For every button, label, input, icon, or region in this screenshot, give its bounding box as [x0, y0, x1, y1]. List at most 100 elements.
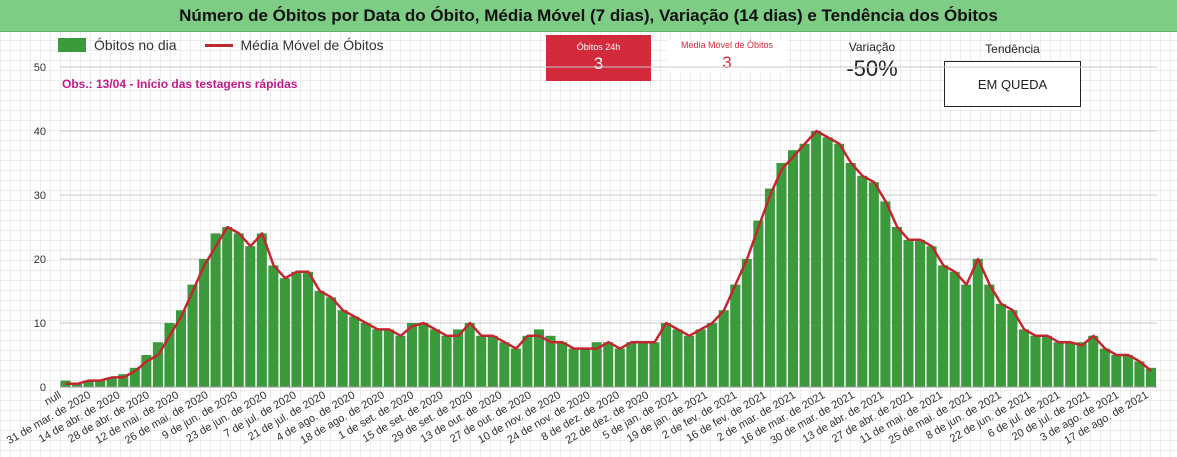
- bar: [337, 310, 348, 387]
- bar: [972, 259, 983, 387]
- bar: [522, 335, 533, 387]
- bar: [152, 342, 163, 387]
- bar: [141, 355, 152, 387]
- bar: [672, 329, 683, 387]
- bar: [533, 329, 544, 387]
- bar: [891, 227, 902, 387]
- bar: [811, 131, 822, 387]
- bar: [834, 143, 845, 387]
- chart-title: Número de Óbitos por Data do Óbito, Médi…: [0, 0, 1177, 32]
- bar: [1122, 355, 1133, 387]
- moving-average-line: [65, 129, 1153, 386]
- bar: [441, 335, 452, 387]
- bar: [1030, 335, 1041, 387]
- bar: [626, 342, 637, 387]
- bar: [60, 380, 71, 387]
- bar: [684, 335, 695, 387]
- kpi-trend-value: EM QUEDA: [944, 61, 1081, 107]
- bar: [210, 233, 221, 387]
- bar: [279, 278, 290, 387]
- bar: [938, 265, 949, 387]
- bar: [372, 329, 383, 387]
- kpi-trend-label: Tendência: [985, 42, 1040, 56]
- bar: [1042, 335, 1053, 387]
- bar: [268, 265, 279, 387]
- bar: [1076, 342, 1087, 387]
- y-tick-label: 50: [34, 62, 46, 74]
- bar: [383, 329, 394, 387]
- bar: [464, 323, 475, 387]
- bar: [1088, 335, 1099, 387]
- legend-line-swatch: [204, 43, 233, 47]
- bar: [568, 348, 579, 387]
- testing-note: Obs.: 13/04 - Início das testagens rápid…: [62, 77, 298, 91]
- bar: [1111, 355, 1122, 387]
- bar: [799, 143, 810, 387]
- kpi-moving-average-label: Média Móvel de Óbitos: [680, 40, 774, 50]
- y-tick-label: 20: [34, 254, 46, 266]
- bar: [430, 329, 441, 387]
- bar: [187, 284, 198, 387]
- bar: [880, 201, 891, 387]
- bar: [557, 342, 568, 387]
- kpi-deaths-24h: Óbitos 24h 3: [546, 35, 651, 81]
- kpi-deaths-24h-label: Óbitos 24h: [576, 42, 621, 52]
- bar: [1065, 342, 1076, 387]
- bar: [349, 316, 360, 387]
- bar: [591, 342, 602, 387]
- bar: [984, 284, 995, 387]
- bar: [741, 259, 752, 387]
- bar: [314, 291, 325, 387]
- bar: [915, 239, 926, 387]
- bar: [995, 303, 1006, 387]
- bar: [695, 329, 706, 387]
- bar: [903, 239, 914, 387]
- bar: [603, 342, 614, 387]
- legend-bars-swatch: [58, 38, 86, 52]
- bar: [1007, 310, 1018, 387]
- y-tick-label: 40: [34, 126, 46, 138]
- bar: [106, 377, 117, 387]
- bar: [707, 323, 718, 387]
- bar: [949, 271, 960, 387]
- kpi-variation: Variação -50%: [822, 40, 922, 82]
- bar: [857, 175, 868, 387]
- legend-bars-label: Óbitos no dia: [94, 37, 177, 53]
- bar: [926, 246, 937, 387]
- bar: [256, 233, 267, 387]
- bar: [787, 150, 799, 387]
- bar: [302, 271, 314, 387]
- bar: [476, 335, 487, 387]
- bar: [175, 310, 187, 387]
- bar: [222, 227, 233, 387]
- y-tick-label: 10: [34, 318, 46, 330]
- kpi-trend: Tendência EM QUEDA: [944, 42, 1081, 107]
- bar: [1145, 367, 1156, 387]
- kpi-moving-average-value: 3: [722, 53, 732, 72]
- legend-line-label: Média Móvel de Óbitos: [240, 37, 384, 53]
- bar: [1134, 361, 1145, 387]
- bar: [245, 246, 256, 387]
- y-tick-label: 30: [34, 190, 46, 202]
- kpi-variation-label: Variação: [848, 40, 896, 54]
- bar: [164, 323, 175, 387]
- bar: [545, 335, 556, 387]
- bar: [118, 374, 129, 387]
- bar: [453, 329, 464, 387]
- bar: [1053, 342, 1064, 387]
- bar: [83, 380, 94, 387]
- bar: [637, 342, 648, 387]
- bar: [730, 284, 741, 387]
- y-tick-label: 0: [40, 382, 46, 394]
- bar: [199, 259, 210, 387]
- bar: [360, 323, 371, 387]
- bar: [499, 342, 510, 387]
- bar: [580, 348, 591, 387]
- bar: [233, 233, 244, 387]
- bar: [822, 137, 833, 387]
- legend: Óbitos no dia Média Móvel de Óbitos: [58, 37, 384, 53]
- bar: [660, 323, 672, 387]
- bar: [614, 348, 625, 387]
- bar: [510, 348, 521, 387]
